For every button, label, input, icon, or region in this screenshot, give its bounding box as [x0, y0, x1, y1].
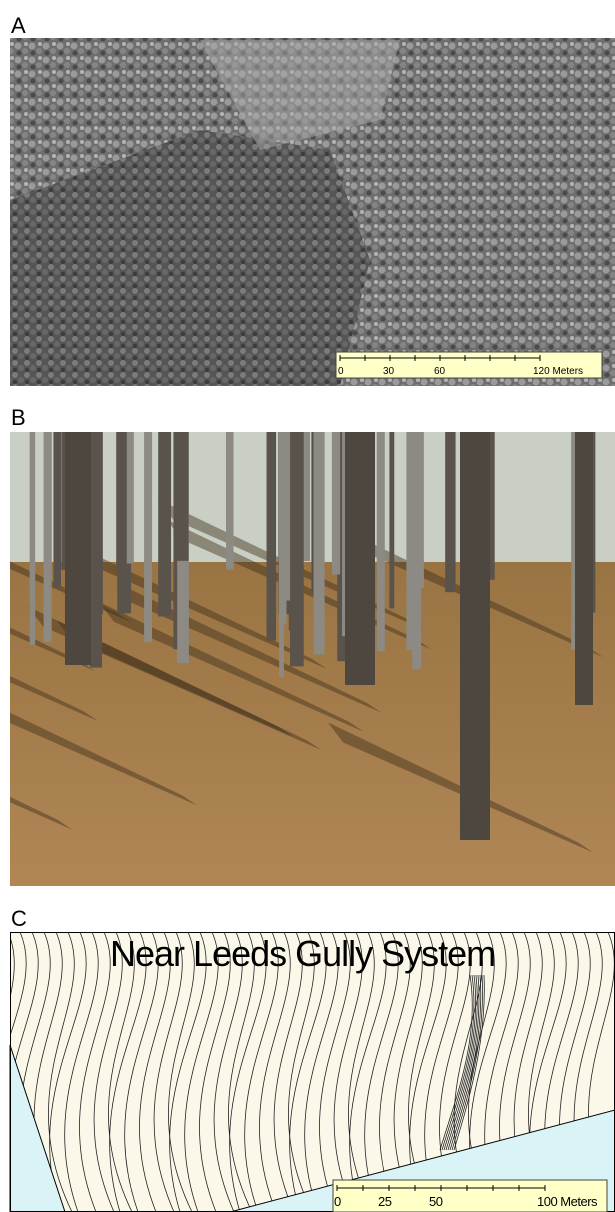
tree-trunk — [389, 432, 394, 608]
scale-label: 100 Meters — [537, 1194, 598, 1209]
tree-trunk — [345, 432, 375, 685]
tree-trunk — [44, 432, 52, 642]
panel-label: B — [11, 405, 26, 430]
tree-trunk — [53, 432, 61, 588]
tree-trunk — [226, 432, 234, 570]
tree-trunk — [175, 432, 189, 561]
tree-trunk — [116, 432, 120, 570]
map-title: Near Leeds Gully System — [110, 933, 495, 974]
tree-trunk — [314, 432, 325, 654]
figure: A 0 30 60 120 Meters B C Near Leeds Gull… — [0, 0, 615, 1212]
tree-trunk — [575, 432, 593, 705]
tree-trunk — [158, 432, 171, 616]
tree-trunk — [445, 432, 455, 592]
scale-label: 50 — [429, 1194, 443, 1209]
tree-trunk — [144, 432, 152, 642]
scale-label: 30 — [383, 366, 395, 377]
tree-trunk — [279, 432, 284, 677]
tree-trunk — [290, 432, 304, 666]
contour-line — [0, 932, 2, 1212]
tree-trunk — [30, 432, 36, 645]
scale-label: 25 — [378, 1194, 392, 1209]
scale-label: 0 — [334, 1194, 341, 1209]
scale-label: 60 — [434, 366, 446, 377]
tree-trunk — [332, 432, 340, 574]
forest-photo — [0, 432, 615, 886]
tree-trunk — [377, 432, 385, 651]
tree-trunk — [460, 432, 490, 840]
tree-trunk — [65, 432, 91, 665]
tree-trunk — [406, 432, 414, 650]
tree-trunk — [90, 432, 102, 668]
panel-label: A — [11, 13, 26, 38]
scale-label: 0 — [338, 366, 344, 377]
tree-trunk — [267, 432, 277, 641]
tree-trunk — [489, 432, 494, 580]
tree-trunk — [127, 432, 134, 564]
scale-label: 120 Meters — [533, 366, 583, 377]
panel-label: C — [11, 906, 27, 931]
